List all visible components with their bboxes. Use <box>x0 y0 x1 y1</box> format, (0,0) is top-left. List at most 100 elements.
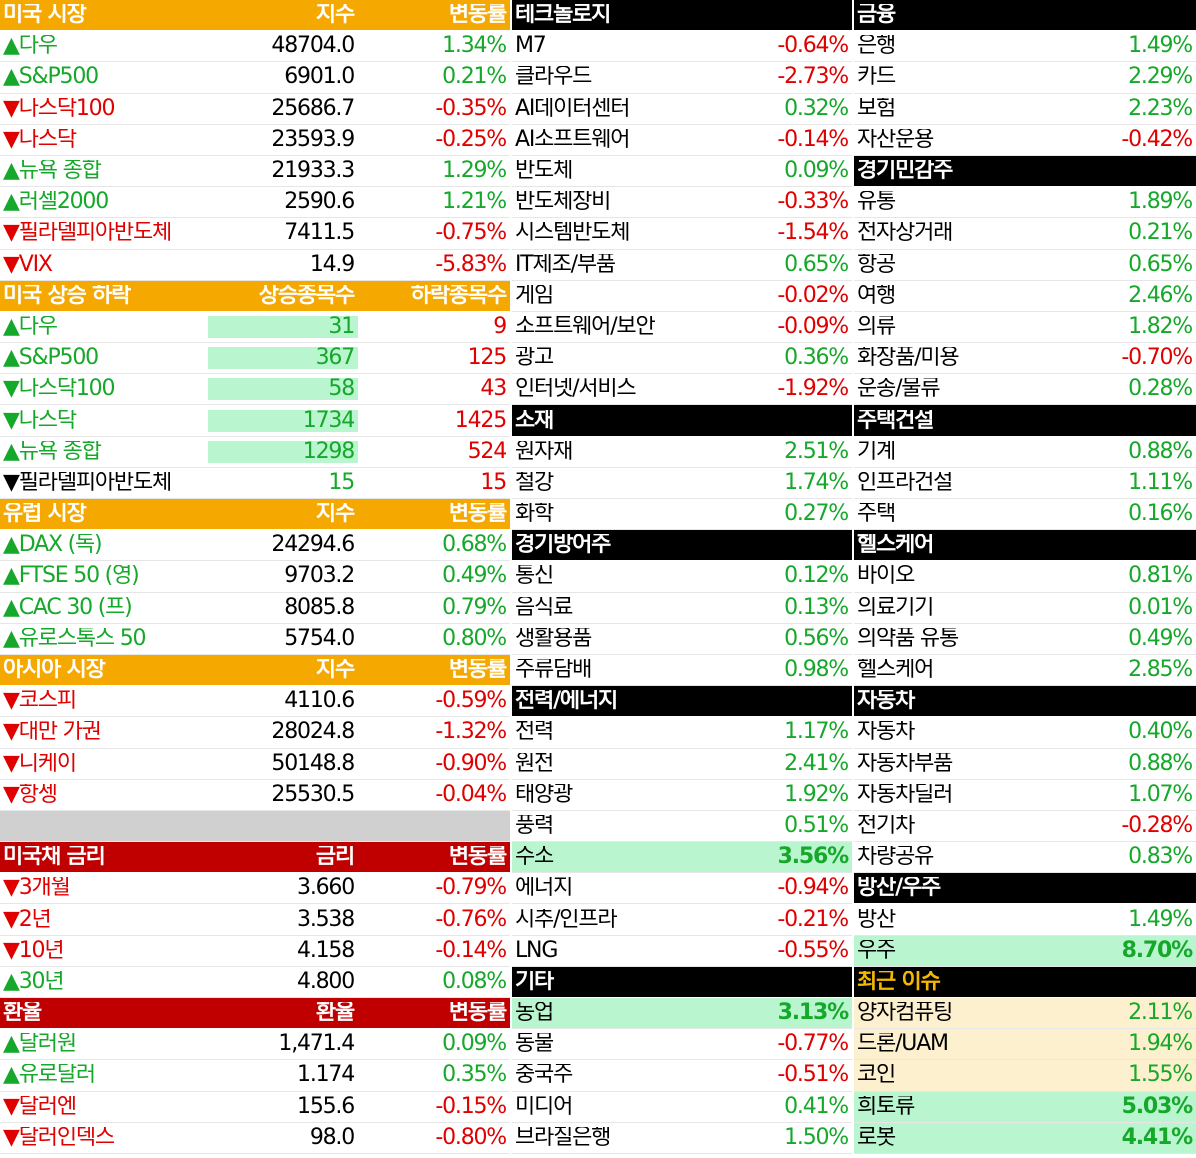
index-value: 9703.2 <box>284 565 355 588</box>
down-triangle-icon: ▼ <box>3 128 20 151</box>
column-header: 지수 <box>315 659 355 682</box>
decliners-value: 43 <box>480 378 507 401</box>
sector-change: -1.54% <box>777 222 849 245</box>
sector-name: 철강 <box>515 471 554 494</box>
index-value: 3.660 <box>297 877 355 900</box>
index-value: 98.0 <box>309 1126 355 1149</box>
sector-change: 0.56% <box>784 627 849 650</box>
index-value: 25530.5 <box>271 783 355 806</box>
sector-name: 은행 <box>857 35 896 58</box>
index-value: 1.174 <box>297 1064 355 1087</box>
sector-name: 통신 <box>515 565 554 588</box>
index-value: 7411.5 <box>284 222 355 245</box>
sector-title: 경기방어주 <box>515 534 611 557</box>
table-row: ▲S&P500 367 125 <box>0 343 510 375</box>
advancers-value: 15 <box>328 471 355 494</box>
row-name: ▲다우 <box>0 35 208 57</box>
sector-name: 항공 <box>857 253 896 276</box>
sector-header: 테크놀로지 <box>512 0 852 32</box>
sector-name: 시스템반도체 <box>515 222 630 245</box>
sector-row: 우주 8.70% <box>854 935 1196 967</box>
table-row: ▼달러엔 155.6 -0.15% <box>0 1092 510 1123</box>
row-label: S&P500 <box>18 347 99 370</box>
down-triangle-icon: ▼ <box>3 908 20 931</box>
sector-change: -0.28% <box>1121 814 1193 837</box>
sector-change: 1.94% <box>1128 1033 1193 1056</box>
sector-row: 태양광 1.92% <box>512 780 852 811</box>
sector-change: 2.46% <box>1128 284 1193 307</box>
change-value: -0.90% <box>435 752 507 775</box>
down-triangle-icon: ▼ <box>3 97 20 120</box>
table-row: ▲유로달러 1.174 0.35% <box>0 1060 510 1092</box>
sector-title: 소재 <box>515 409 554 432</box>
sector-name: 화장품/미용 <box>857 347 960 370</box>
index-value: 6901.0 <box>284 66 355 89</box>
row-label: 30년 <box>18 970 65 993</box>
sector-name: 주택 <box>857 503 896 526</box>
sector-change: 1.50% <box>784 1126 849 1149</box>
sector-name: 풍력 <box>515 814 554 837</box>
sector-name: 의료기기 <box>857 596 934 619</box>
sector-header: 소재 <box>512 405 852 437</box>
sector-row: 양자컴퓨팅 2.11% <box>854 998 1196 1030</box>
section-title: 미국채 금리 <box>3 846 106 869</box>
sector-row: 의약품 유통 0.49% <box>854 624 1196 655</box>
sector-change: 1.49% <box>1128 35 1193 58</box>
change-value: 1.21% <box>442 191 507 214</box>
table-row: ▲다우 48704.0 1.34% <box>0 31 510 63</box>
row-label: 뉴욕 종합 <box>18 160 102 183</box>
table-row: ▼3개월 3.660 -0.79% <box>0 873 510 905</box>
down-triangle-icon: ▼ <box>3 471 20 494</box>
index-value: 155.6 <box>297 1095 355 1118</box>
change-value: -5.83% <box>435 253 507 276</box>
row-name: ▼나스닥100 <box>0 378 208 400</box>
sector-name: 우주 <box>857 939 896 962</box>
row-name: ▼나스닥100 <box>0 98 208 120</box>
row-label: 필라델피아반도체 <box>18 222 173 245</box>
row-name: ▼코스피 <box>0 690 208 712</box>
change-value: 0.49% <box>442 565 507 588</box>
table-row: ▲DAX (독) 24294.6 0.68% <box>0 530 510 562</box>
sector-change: 2.29% <box>1128 66 1193 89</box>
sector-row: AI소프트웨어 -0.14% <box>512 125 852 156</box>
sector-change: 2.23% <box>1128 97 1193 120</box>
down-triangle-icon: ▼ <box>3 409 20 432</box>
sector-row: 희토류 5.03% <box>854 1091 1196 1123</box>
decliners-value: 9 <box>493 315 507 338</box>
row-name: ▼항셍 <box>0 784 208 806</box>
sector-name: 자동차 <box>857 721 915 744</box>
row-name: ▼VIX <box>0 254 208 276</box>
sector-title: 테크놀로지 <box>515 4 611 27</box>
table-row: ▲FTSE 50 (영) 9703.2 0.49% <box>0 561 510 593</box>
sector-row: 의료기기 0.01% <box>854 593 1196 624</box>
change-value: 0.79% <box>442 596 507 619</box>
section-title: 미국 시장 <box>3 4 87 27</box>
column-header: 상승종목수 <box>258 284 355 307</box>
sector-name: AI데이터센터 <box>515 97 631 120</box>
row-label: 유로스톡스 50 <box>18 627 147 650</box>
fx-header: 환율 환율 변동률 <box>0 998 510 1030</box>
sector-name: 기계 <box>857 440 896 463</box>
up-triangle-icon: ▲ <box>3 440 20 463</box>
sector-name: 여행 <box>857 284 896 307</box>
index-value: 14.9 <box>309 253 355 276</box>
sector-name: 의약품 유통 <box>857 627 959 650</box>
sector-name: 자산운용 <box>857 128 934 151</box>
change-value: -0.59% <box>435 690 507 713</box>
change-value: 0.08% <box>442 970 507 993</box>
table-row: ▼2년 3.538 -0.76% <box>0 904 510 936</box>
sector-title: 헬스케어 <box>857 534 934 557</box>
sector-name: 바이오 <box>857 565 915 588</box>
sector-name: 인프라건설 <box>857 471 953 494</box>
sector-name: 중국주 <box>515 1064 573 1087</box>
up-triangle-icon: ▲ <box>3 315 20 338</box>
sector-change: 0.81% <box>1128 565 1193 588</box>
index-value: 5754.0 <box>284 627 355 650</box>
sector-row: 인프라건설 1.11% <box>854 468 1196 499</box>
table-row: ▼나스닥 1734 1425 <box>0 405 510 437</box>
change-value: 0.68% <box>442 534 507 557</box>
section-title: 미국 상승 하락 <box>3 284 131 307</box>
sector-header: 헬스케어 <box>854 530 1196 562</box>
index-value: 4.800 <box>297 970 355 993</box>
